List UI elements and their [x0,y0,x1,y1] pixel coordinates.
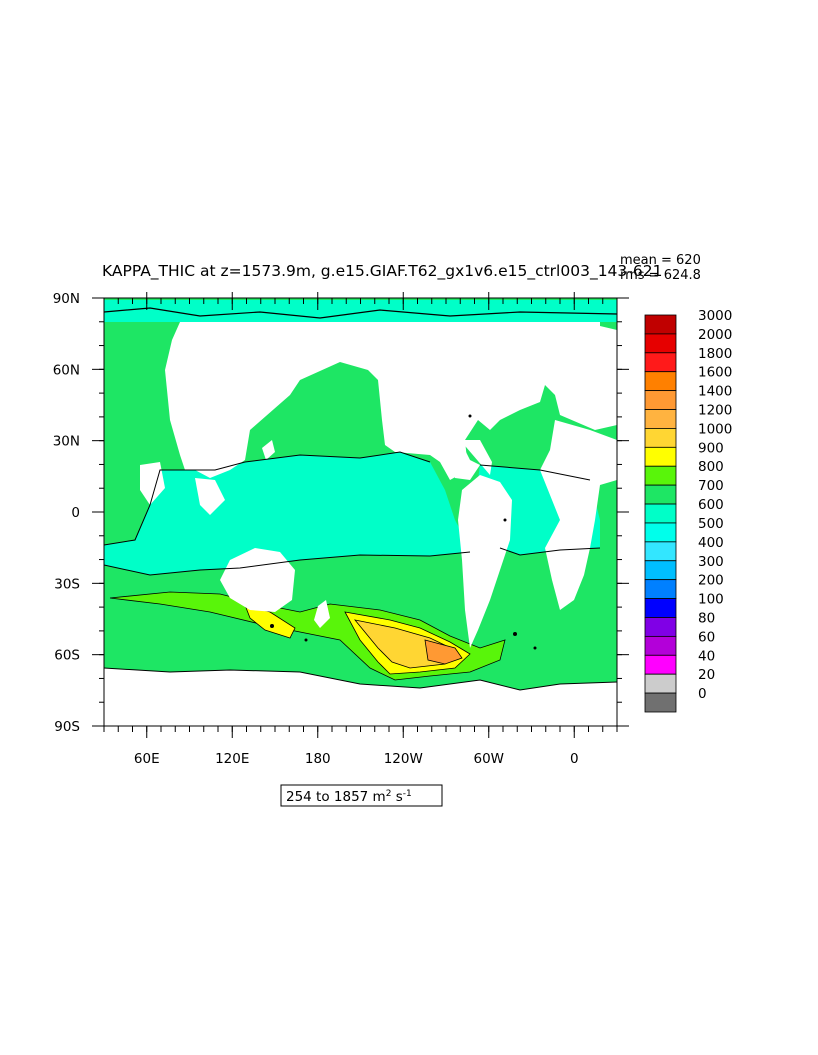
colorbar-swatch [644,522,677,543]
map-axes: 60E 120E 180 120W 60W 0 90N 60N 30N 0 30S 60S 90S [53,291,629,767]
colorbar-label: 1000 [698,421,732,437]
colorbar-swatch [644,371,677,392]
tropical-pacific-band [104,452,470,575]
colorbar-swatch [644,352,677,373]
land-masses [104,322,617,726]
colorbar-swatch [644,465,677,486]
colorbar-label: 800 [698,459,724,475]
colorbar-label: 60 [698,629,715,645]
plot-title: KAPPA_THIC at z=1573.9m, g.e15.GIAF.T62_… [102,262,662,281]
colorbar-swatch [644,635,677,656]
colorbar-label: 200 [698,573,724,589]
north-pacific-cyan-patch [240,455,300,480]
colorbar-label: 1800 [698,346,732,362]
range-box: 254 to 1857 m2 s-1 [280,784,443,807]
colorbar-swatch [644,673,677,694]
colorbar-label: 1600 [698,365,732,381]
land-australia [220,548,295,612]
colorbar-label: 600 [698,497,724,513]
colorbar-swatch [644,409,677,429]
y-tick-label: 30S [54,576,80,592]
colorbar-label: 0 [698,686,707,702]
colorbar-label: 900 [698,440,724,456]
land-africa [460,440,492,475]
coastlines [103,451,618,691]
colorbar-label: 1400 [698,384,732,400]
land-north-america [386,330,488,480]
colorbar-swatch [644,598,677,618]
island-dots [270,414,537,650]
colorbar-label: 20 [698,667,715,683]
land-southeast-asia [195,478,225,515]
colorbar-label: 500 [698,516,724,532]
colorbar-swatch [644,541,677,562]
colorbar-swatch [644,333,677,354]
colorbar-swatch [644,617,677,637]
colorbar-swatch [644,503,677,524]
colorbar-swatch [644,560,677,581]
colorbar-label: 2000 [698,327,732,343]
x-tick-label: 120E [215,751,249,767]
x-tick-label: 60W [473,751,504,767]
colorbar-swatch [644,428,677,448]
colorbar-swatch [644,579,677,599]
x-tick-label: 180 [305,751,331,767]
x-tick-label: 0 [570,751,579,767]
land-japan [262,440,275,460]
y-tick-label: 0 [71,505,80,521]
land-new-zealand [314,600,330,628]
colorbar-swatch [644,390,677,410]
colorbar-swatch [644,314,677,335]
map-field [103,297,618,727]
y-tick-label: 30N [53,434,80,450]
colorbar-label: 3000 [698,308,732,324]
y-tick-label: 60N [53,362,80,378]
land-south-america [458,475,512,648]
x-tick-label: 60E [134,751,160,767]
colorbar-swatch [644,654,677,675]
colorbar-label: 700 [698,478,724,494]
colorbar: 3000200018001600140012001000900800700600… [644,308,732,713]
southern-ocean-contour-1200 [424,639,463,665]
colorbar-label: 40 [698,648,715,664]
range-box-frame [280,784,443,807]
colorbar-swatch [644,484,677,505]
mean-stat: mean = 620 [620,253,701,268]
y-tick-label: 60S [54,648,80,664]
colorbar-label: 80 [698,610,715,626]
colorbar-swatch [644,446,677,467]
y-tick-label: 90S [54,719,80,735]
range-box-text: 254 to 1857 m2 s-1 [286,789,412,805]
x-tick-label: 120W [384,751,423,767]
colorbar-swatch [644,692,677,713]
arctic-coast-line [103,307,618,319]
rms-stat: rms = 624.8 [620,268,701,283]
land-west-europe-africa [540,420,617,610]
colorbar-label: 300 [698,554,724,570]
colorbar-label: 1200 [698,403,732,419]
y-tick-label: 90N [53,291,80,307]
colorbar-label: 100 [698,592,724,608]
land-greenland [520,322,600,372]
colorbar-label: 400 [698,535,724,551]
